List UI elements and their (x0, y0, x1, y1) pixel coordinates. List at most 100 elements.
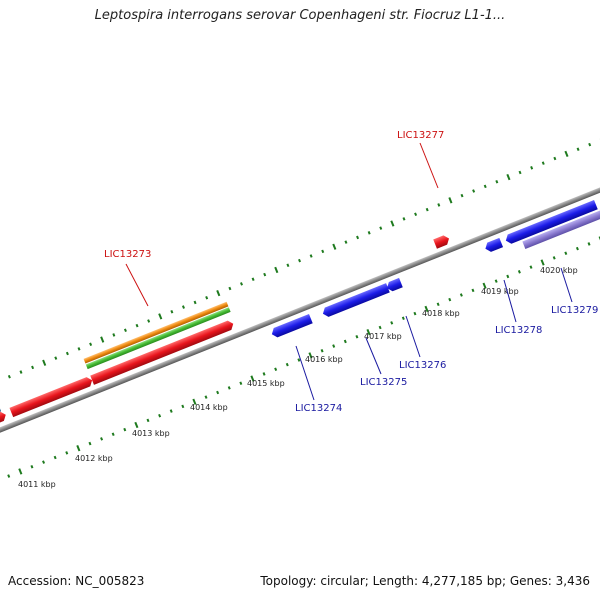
reverse-tick (482, 282, 487, 289)
gene-label-lic13279[interactable]: LIC13279 (551, 305, 598, 316)
reverse-tick (274, 367, 278, 372)
forward-tick (448, 197, 453, 204)
kbp-label: 4014 kbp (190, 403, 228, 412)
callout-line-lic13276 (405, 315, 421, 358)
reverse-tick (250, 375, 255, 382)
reverse-tick (540, 259, 545, 266)
reverse-tick (239, 381, 243, 385)
reverse-tick (216, 390, 220, 395)
forward-tick (541, 161, 545, 165)
reverse-tick (517, 270, 521, 274)
forward-tick (332, 243, 337, 250)
forward-tick (298, 258, 302, 263)
forward-tick (460, 193, 464, 198)
forward-tick (321, 249, 325, 254)
callout-line-lic13277 (419, 142, 439, 189)
forward-tick (356, 235, 360, 240)
reverse-tick (227, 386, 231, 390)
gene-label-lic13274[interactable]: LIC13274 (295, 403, 342, 414)
forward-tick (309, 254, 313, 258)
kbp-label: 4018 kbp (422, 309, 460, 318)
gene-label-lic13273[interactable]: LIC13273 (104, 249, 151, 260)
forward-tick (65, 351, 69, 356)
reverse-tick (285, 362, 289, 367)
forward-tick (437, 203, 441, 207)
gene-label-lic13275[interactable]: LIC13275 (360, 377, 407, 388)
cds-reverse-lic13274 (271, 313, 313, 338)
kbp-label: 4012 kbp (75, 454, 113, 463)
cds-forward-lic13277 (433, 235, 450, 249)
topology-text: Topology: circular; Length: 4,277,185 bp… (260, 574, 590, 588)
reverse-tick (320, 348, 324, 353)
reverse-tick (390, 321, 394, 325)
forward-tick (414, 212, 418, 216)
forward-tick-row (7, 138, 600, 379)
forward-tick (77, 347, 81, 351)
kbp-label: 4011 kbp (18, 480, 56, 489)
reverse-tick (332, 344, 336, 348)
callout-line-lic13275 (365, 337, 382, 375)
reverse-tick (76, 445, 81, 452)
gene-label-lic13278[interactable]: LIC13278 (495, 325, 542, 336)
gene-label-lic13277[interactable]: LIC13277 (397, 130, 444, 141)
kbp-axis-labels: 4011 kbp 4012 kbp 4013 kbp 4014 kbp 4015 kbp… (18, 266, 578, 489)
gene-labels: LIC13273 LIC13277 LIC13274 LIC13275 LIC1… (104, 130, 598, 414)
forward-tick (100, 336, 105, 343)
forward-tick (228, 286, 232, 291)
reverse-tick (88, 441, 92, 446)
map-title: Leptospira interrogans serovar Copenhage… (94, 8, 506, 23)
reverse-tick (552, 256, 556, 260)
orange-feature (83, 301, 229, 364)
reverse-tick (262, 372, 266, 376)
reverse-tick (575, 246, 579, 251)
callout-line-lic13273 (125, 263, 149, 307)
rna-lic13279 (522, 209, 600, 249)
gene-label-lic13276[interactable]: LIC13276 (399, 360, 446, 371)
reverse-tick (413, 311, 417, 316)
green-feature (85, 307, 231, 370)
cds-reverse-lic13278 (505, 199, 598, 244)
kbp-label: 4015 kbp (247, 379, 285, 388)
reverse-tick-row (7, 236, 600, 478)
cds-reverse-lic13278a (485, 237, 504, 252)
forward-tick (530, 166, 534, 170)
forward-tick (193, 300, 197, 305)
reverse-tick (343, 339, 347, 344)
reverse-tick (111, 432, 115, 437)
kbp-label: 4020 kbp (540, 266, 578, 275)
reverse-tick (181, 404, 185, 409)
callout-line-lic13279 (560, 267, 573, 303)
forward-tick (286, 263, 290, 268)
kbp-label: 4017 kbp (364, 332, 402, 341)
reverse-tick (134, 421, 139, 429)
reverse-tick (169, 409, 173, 413)
cds-reverse-lic13276 (386, 277, 403, 292)
forward-tick (42, 359, 47, 366)
forward-tick (19, 370, 23, 374)
forward-tick (240, 282, 243, 286)
forward-tick (344, 240, 348, 244)
accession-text: Accession: NC_005823 (8, 574, 145, 588)
forward-tick (251, 277, 255, 281)
callout-line-lic13274 (295, 345, 315, 401)
forward-tick (135, 323, 139, 328)
forward-tick (31, 365, 35, 370)
forward-tick (54, 356, 58, 360)
kbp-label: 4013 kbp (132, 429, 170, 438)
forward-tick (367, 231, 371, 235)
genome-backbone (0, 160, 600, 455)
forward-tick (89, 342, 93, 346)
reverse-tick (494, 279, 498, 283)
reverse-tick (436, 302, 440, 307)
callout-line-lic13278 (503, 279, 517, 323)
forward-tick (263, 272, 267, 277)
reverse-tick (448, 297, 452, 302)
cds-reverse-lic13275 (322, 283, 390, 317)
reverse-tick (401, 316, 405, 320)
forward-tick (379, 226, 383, 230)
cds-forward-b (9, 377, 93, 418)
reverse-tick (529, 265, 533, 269)
forward-tick (564, 150, 569, 158)
forward-tick (483, 184, 487, 189)
reverse-tick (53, 455, 57, 460)
